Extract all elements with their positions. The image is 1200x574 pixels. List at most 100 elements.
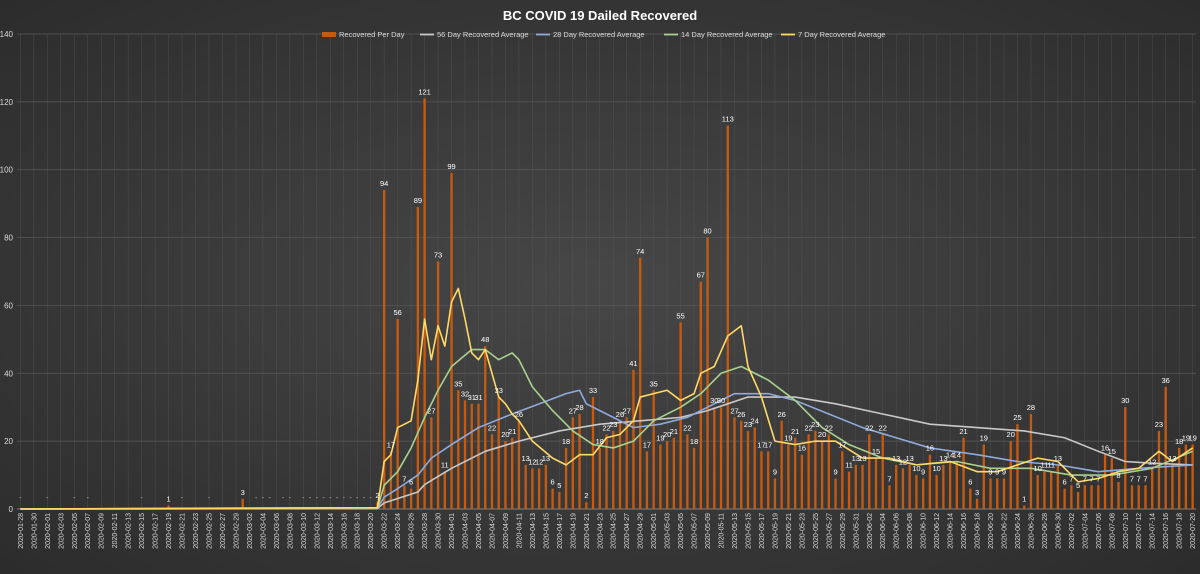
x-tick-label: 2020-03-16 (341, 513, 348, 549)
bar-data-label: 13 (858, 454, 866, 463)
bar (659, 444, 662, 509)
bar (814, 430, 817, 509)
y-tick-label: 40 (4, 369, 13, 378)
bar (686, 434, 689, 509)
legend: Recovered Per Day 56 Day Recovered Averag… (322, 30, 885, 39)
bar-data-label: 22 (683, 423, 691, 432)
legend-label: 7 Day Recovered Average (798, 30, 885, 39)
bar (409, 488, 413, 509)
bar (612, 430, 615, 509)
bar (672, 437, 676, 509)
legend-swatch (322, 32, 336, 37)
x-tick-label: 2020-06-22 (1001, 513, 1008, 549)
x-tick-label: 2020-05-01 (651, 513, 658, 549)
bar-data-label: 26 (616, 410, 624, 419)
x-tick-label: 2020-04-17 (557, 513, 564, 549)
bar (1070, 485, 1073, 509)
x-tick-label: 2020-03-04 (260, 513, 267, 549)
bar-data-label: 12 (528, 457, 536, 466)
bar (753, 427, 756, 509)
bar (1110, 458, 1113, 509)
bar (1144, 485, 1147, 509)
bar-data-label: 9 (988, 467, 992, 476)
x-tick-label: 2020-02-29 (233, 513, 240, 549)
bar-data-label: 10 (1034, 464, 1042, 473)
bar-data-label: 23 (609, 420, 617, 429)
bar-data-label: 3 (241, 488, 245, 497)
bar-data-label: 121 (418, 87, 431, 96)
x-tick-label: 2020-04-25 (611, 513, 618, 549)
bar-data-label: 22 (488, 423, 496, 432)
x-tick-label: 2020-04-07 (489, 513, 496, 549)
bar-data-label: 21 (791, 427, 799, 436)
bar-data-label: - (309, 495, 312, 502)
bar-data-label: 19 (784, 434, 792, 443)
bar-data-label: 33 (495, 386, 503, 395)
x-tick-label: 2020-06-08 (907, 513, 914, 549)
bar-data-label: 19 (1188, 434, 1196, 443)
x-tick-label: 2020-04-11 (516, 513, 523, 548)
bar (450, 173, 453, 509)
bar-data-label: 18 (1175, 437, 1183, 446)
x-tick-label: 2020-04-13 (530, 513, 537, 549)
bar (1184, 444, 1188, 509)
bar-data-label: 20 (818, 430, 826, 439)
y-tick-label: 20 (4, 437, 13, 446)
bar-data-label: - (268, 495, 271, 502)
bar (436, 261, 440, 509)
x-tick-label: 2020-03-10 (301, 513, 308, 549)
bar (1029, 414, 1033, 509)
bar-data-label: 9 (921, 467, 925, 476)
bar (928, 454, 932, 509)
bar-data-label: - (302, 495, 305, 502)
bar-data-label: 27 (623, 406, 631, 415)
bar (382, 190, 386, 510)
bar-data-label: 35 (454, 379, 462, 388)
bar-data-label: 22 (825, 423, 833, 432)
bar-data-label: 11 (1047, 461, 1055, 470)
bar (915, 475, 918, 509)
bar-data-label: 11 (1041, 461, 1049, 470)
bar (1090, 485, 1093, 509)
x-tick-label: 2020-05-17 (759, 513, 766, 549)
bar (1036, 475, 1039, 509)
x-tick-label: 2020-04-23 (597, 513, 604, 549)
bar (639, 257, 642, 509)
bar-data-label: - (46, 495, 49, 502)
bar (1137, 485, 1140, 509)
x-tick-label: 2020-05-05 (678, 513, 685, 549)
x-tick-label: 2020-04-19 (570, 513, 577, 549)
x-tick-label: 2020-05-19 (772, 513, 779, 549)
bar (773, 478, 777, 509)
bar (841, 451, 844, 509)
bar-data-label: 26 (515, 410, 523, 419)
x-tick-label: 2020-05-29 (840, 513, 847, 549)
bar-data-label: 21 (959, 427, 967, 436)
bar-data-label: 7 (1137, 474, 1141, 483)
line-28-day-average (20, 389, 1193, 510)
bar (490, 434, 494, 509)
bar-data-label: - (289, 495, 292, 502)
bar-data-label: 27 (427, 406, 435, 415)
bar (699, 281, 702, 509)
bar (544, 464, 548, 509)
bar-data-label: - (255, 495, 258, 502)
x-tick-label: 2020-06-04 (880, 513, 887, 549)
bar (504, 441, 507, 509)
x-tick-label: 2020-06-02 (867, 513, 874, 549)
bar-data-label: - (322, 495, 325, 502)
bar (719, 407, 723, 509)
bar (524, 464, 527, 509)
bar-data-label: 13 (892, 454, 900, 463)
bar (969, 488, 972, 509)
bar (874, 458, 878, 509)
y-tick-label: 80 (4, 234, 13, 243)
bar (396, 319, 399, 509)
bar (1117, 481, 1120, 509)
bar-data-label: 1 (166, 495, 170, 504)
bar-data-label: 20 (1007, 430, 1015, 439)
bar (726, 125, 729, 509)
x-tick-label: 2020-03-12 (314, 513, 321, 549)
x-tick-label: 2020-06-30 (1055, 513, 1062, 549)
bar-data-label: 73 (434, 250, 442, 259)
